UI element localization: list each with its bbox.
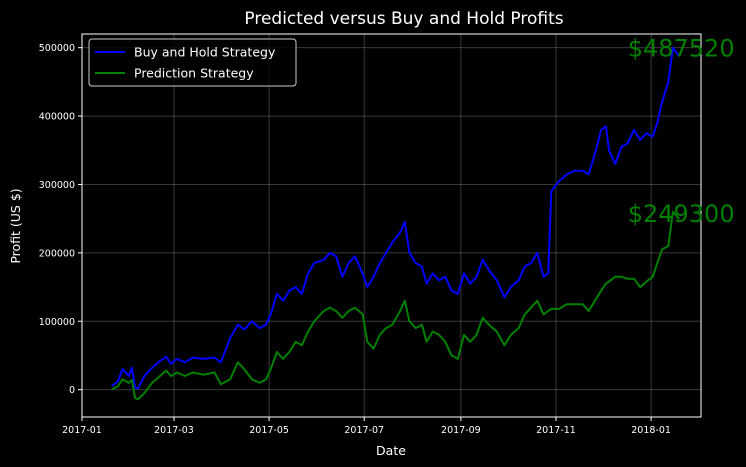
y-tick-label: 300000	[39, 180, 75, 191]
y-tick-label: 400000	[39, 112, 75, 123]
x-tick-label: 2017-07	[344, 425, 384, 436]
value-annotation: $487520	[628, 35, 735, 63]
x-tick-label: 2017-01	[62, 425, 102, 436]
legend-label: Prediction Strategy	[134, 66, 254, 81]
annotations: $487520 $249300	[628, 35, 735, 229]
y-tick-label: 200000	[39, 248, 75, 259]
legend-label: Buy and Hold Strategy	[134, 45, 276, 60]
y-tick-label: 100000	[39, 317, 75, 328]
series-layer	[110, 46, 681, 401]
x-tick-label: 2018-01	[631, 425, 671, 436]
ticks: 2017-01 2017-03 2017-05 2017-07 2017-09 2017-…	[39, 43, 671, 436]
plot-frame	[81, 33, 702, 418]
grid	[81, 34, 701, 417]
y-axis-label: Profit (US $)	[8, 188, 23, 263]
y-tick-label: 0	[69, 385, 75, 396]
x-tick-label: 2017-11	[536, 425, 576, 436]
x-tick-label: 2017-05	[249, 425, 289, 436]
series-line-prediction-strategy	[111, 210, 680, 401]
chart-title: Predicted versus Buy and Hold Profits	[244, 9, 563, 29]
x-tick-label: 2017-09	[441, 425, 481, 436]
x-axis-label: Date	[376, 443, 406, 458]
x-tick-label: 2017-03	[154, 425, 194, 436]
legend: Buy and Hold Strategy Prediction Strategy	[88, 38, 297, 87]
series-line-buy-and-hold-strategy	[110, 46, 681, 390]
legend-box	[88, 38, 297, 87]
value-annotation: $249300	[628, 200, 735, 228]
y-tick-label: 500000	[39, 43, 75, 54]
